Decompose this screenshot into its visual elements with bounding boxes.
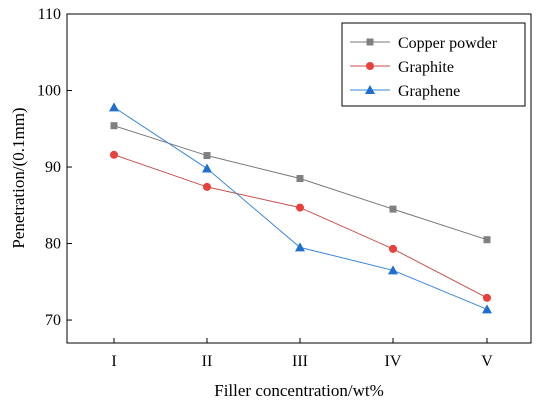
series-line-copper-powder	[113, 125, 488, 241]
series-copper-powder	[110, 122, 491, 244]
legend-marker-copper-powder	[366, 38, 374, 46]
y-axis: 70 80 90 100 110	[37, 6, 72, 329]
y-tick-label: 80	[45, 236, 61, 253]
data-point-copper-powder	[389, 205, 397, 213]
data-point-graphene	[482, 304, 492, 314]
legend-label-copper-powder: Copper powder	[398, 35, 498, 52]
x-tick-label: IV	[385, 353, 402, 370]
legend-label-graphite: Graphite	[398, 59, 454, 76]
x-axis: I II III IV V	[111, 338, 493, 370]
data-point-graphene	[295, 242, 305, 252]
data-point-graphite	[483, 293, 491, 302]
data-point-graphite	[389, 244, 397, 253]
y-tick-label: 100	[37, 83, 61, 100]
data-point-graphene	[388, 265, 398, 275]
data-point-copper-powder	[483, 236, 491, 244]
y-tick-label: 70	[45, 312, 61, 329]
x-tick-label: I	[111, 353, 116, 370]
data-point-copper-powder	[110, 122, 118, 130]
legend-label-graphene: Graphene	[398, 83, 460, 100]
y-tick-label: 90	[45, 159, 61, 176]
legend-marker-graphene	[365, 85, 375, 94]
data-point-graphite	[110, 150, 118, 159]
data-point-copper-powder	[203, 152, 211, 160]
data-point-copper-powder	[296, 175, 304, 182]
x-tick-label: II	[202, 353, 213, 370]
legend-marker-graphite	[366, 62, 374, 70]
series-graphene	[109, 102, 492, 314]
x-axis-title: Filler concentration/wt%	[214, 381, 383, 400]
data-point-graphene	[202, 163, 212, 173]
legend: Copper powder Graphite Graphene	[341, 22, 526, 107]
data-point-graphite	[203, 182, 211, 191]
y-axis-title: Penetration/(0.1mm)	[9, 107, 28, 248]
data-point-graphite	[296, 203, 304, 212]
data-point-graphene	[109, 102, 119, 112]
series-graphite	[110, 150, 491, 302]
y-tick-label: 110	[38, 6, 61, 23]
series-layer	[109, 102, 492, 314]
plot-frame	[66, 13, 532, 344]
x-tick-label: V	[481, 353, 493, 370]
x-tick-label: III	[292, 353, 308, 370]
